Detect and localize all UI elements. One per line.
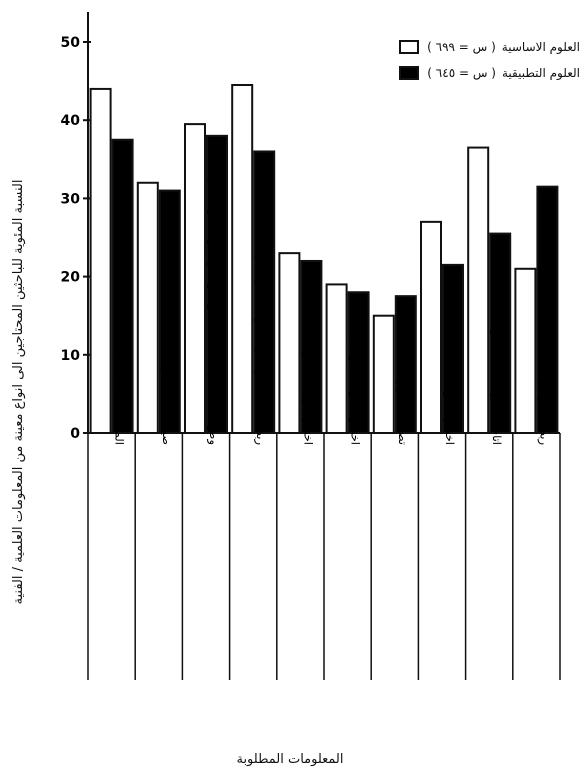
- bar-applied-sciences: [158, 189, 181, 434]
- bar-basic-sciences: [184, 123, 206, 435]
- bar-applied-sciences: [442, 263, 464, 434]
- bar-applied-sciences: [347, 291, 370, 434]
- bar-basic-sciences: [467, 146, 490, 434]
- y-tick-label: 40: [61, 113, 81, 129]
- bar-basic-sciences: [420, 220, 442, 434]
- bar-basic-sciences: [231, 84, 254, 434]
- legend-swatch-basic: [399, 40, 420, 54]
- category-label: ربط النتائج برصيد المعرفة في المجال: [536, 266, 551, 445]
- legend-label-basic: العلوم الاساسية: [501, 40, 580, 54]
- category-label: وضع البحث في سياقه الصحيح بين غيره من ال…: [206, 152, 221, 445]
- bar-basic-sciences: [325, 283, 348, 435]
- x-axis-label: المعلومات المطلوبة: [236, 752, 344, 767]
- bar-applied-sciences: [253, 150, 276, 434]
- bar-applied-sciences: [206, 134, 228, 434]
- legend-item-applied: العلوم التطبيقية ( س = ٦٤٥ ): [355, 66, 580, 80]
- category-label: اختيار اسلوب لتحليل البيانات: [442, 309, 457, 445]
- y-axis-label: النسبة المئوية للباحثين المحتاجين الى ان…: [11, 179, 26, 605]
- y-tick-label: 20: [61, 270, 81, 286]
- legend-swatch-applied: [399, 66, 420, 80]
- bar-basic-sciences: [89, 87, 112, 434]
- y-tick-label: 0: [70, 426, 80, 442]
- bar-basic-sciences: [136, 181, 159, 434]
- legend-item-basic: العلوم الاساسية ( س = ٦٩٩ ): [355, 40, 580, 54]
- category-label: المساعدة في تحديد المشكلة: [113, 307, 127, 445]
- category-label: اختيار طريقة لتجميع البيانات: [300, 312, 315, 445]
- category-label: اختيار اسلوب لجمع البيانات: [348, 316, 363, 445]
- legend: العلوم الاساسية ( س = ٦٩٩ ) العلوم التطب…: [355, 40, 580, 92]
- category-label: ربط البحث بغيره من البحوث الجارية في الم…: [253, 217, 268, 445]
- y-tick-label: 30: [61, 191, 81, 207]
- bar-applied-sciences: [111, 138, 134, 434]
- bar-basic-sciences: [514, 267, 537, 434]
- bar-applied-sciences: [489, 232, 512, 434]
- y-tick-label: 10: [61, 348, 81, 364]
- bar-basic-sciences: [372, 314, 395, 435]
- category-label: صياغة حل علمي: [160, 366, 174, 445]
- bar-applied-sciences: [394, 295, 417, 434]
- y-tick-label: 50: [61, 35, 81, 51]
- bar-applied-sciences: [536, 185, 559, 434]
- bar-basic-sciences: [278, 252, 301, 434]
- legend-label-applied: العلوم التطبيقية: [501, 66, 580, 80]
- legend-n-applied: ( س = ٦٤٥ ): [427, 66, 496, 80]
- category-label: اتاحة القدرة على تفسير البيانات: [489, 293, 504, 445]
- category-label: تصميم الأجهزة: [395, 376, 410, 445]
- legend-n-basic: ( س = ٦٩٩ ): [427, 40, 496, 54]
- bar-applied-sciences: [300, 259, 323, 434]
